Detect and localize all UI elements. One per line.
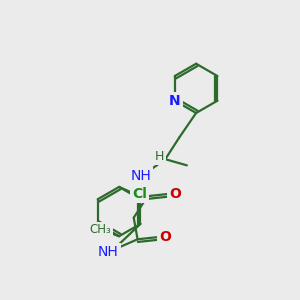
Text: O: O bbox=[169, 187, 181, 201]
Text: N: N bbox=[169, 94, 181, 108]
Text: Cl: Cl bbox=[133, 187, 147, 201]
Text: O: O bbox=[159, 230, 171, 244]
Text: H: H bbox=[154, 150, 164, 164]
Text: CH₃: CH₃ bbox=[90, 223, 112, 236]
Text: NH: NH bbox=[98, 244, 119, 259]
Text: NH: NH bbox=[130, 169, 151, 183]
